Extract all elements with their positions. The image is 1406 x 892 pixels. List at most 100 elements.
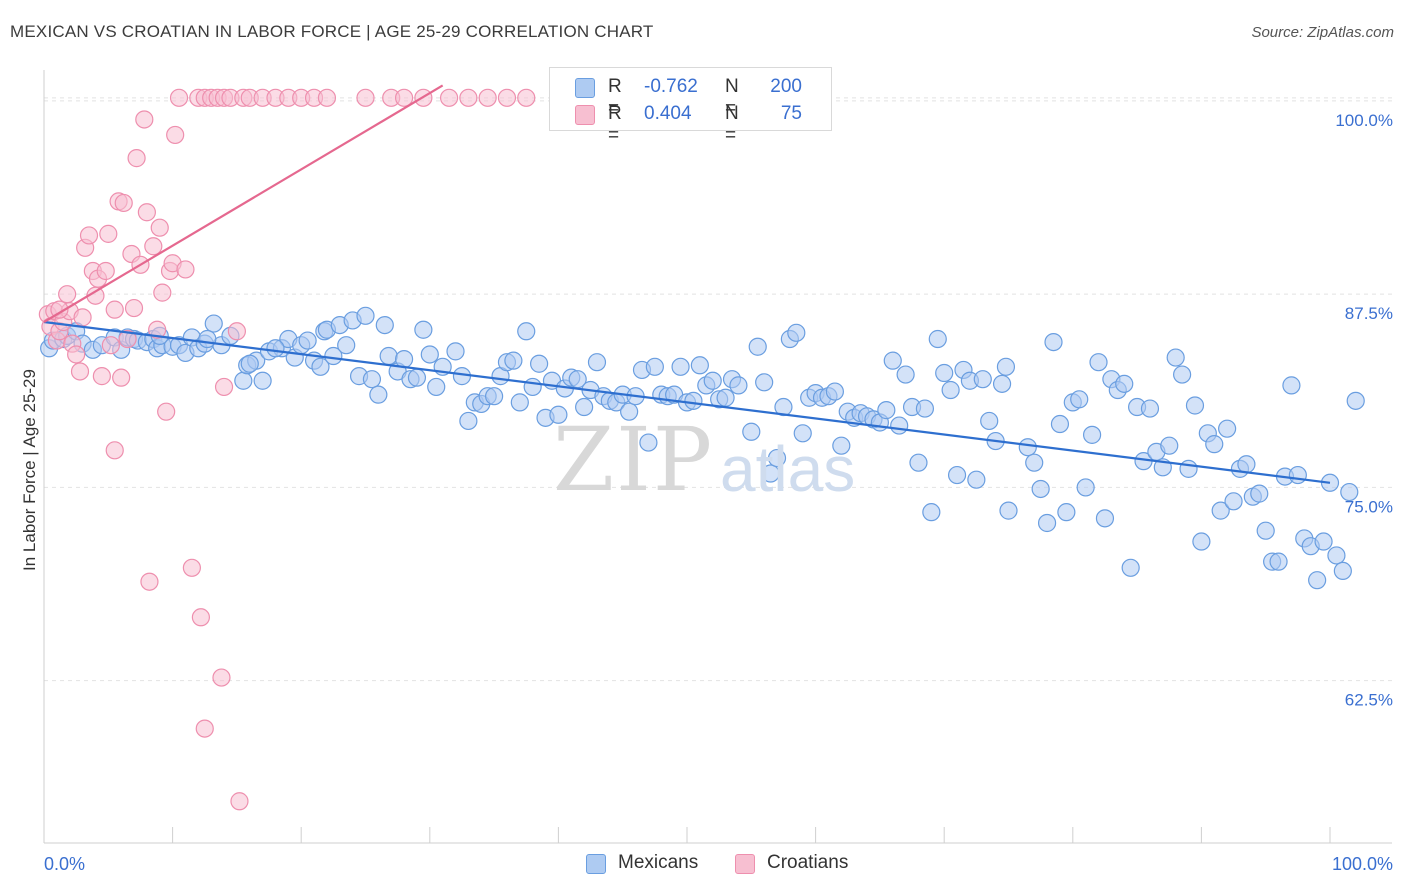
point-mexicans <box>446 342 465 361</box>
r-value-mexicans: -0.762 <box>644 76 698 97</box>
point-mexicans <box>517 322 536 341</box>
point-croatians <box>195 719 214 738</box>
point-croatians <box>79 226 99 245</box>
point-croatians <box>176 260 195 279</box>
point-mexicans <box>883 351 902 370</box>
point-mexicans <box>890 416 909 435</box>
legend-swatch-croatians <box>735 854 755 874</box>
point-mexicans <box>1057 503 1076 522</box>
point-mexicans <box>356 306 375 325</box>
point-croatians <box>127 149 146 168</box>
point-mexicans <box>1160 436 1179 455</box>
point-mexicans <box>1250 484 1269 503</box>
point-mexicans <box>941 380 960 400</box>
point-mexicans <box>1237 455 1256 474</box>
point-mexicans <box>1179 459 1198 478</box>
point-mexicans <box>1044 332 1063 352</box>
point-mexicans <box>1218 419 1237 438</box>
source-label: Source: ZipAtlas.com <box>1251 24 1394 41</box>
point-croatians <box>135 110 154 129</box>
point-mexicans <box>928 329 947 349</box>
point-mexicans <box>420 345 439 364</box>
point-mexicans <box>311 357 330 376</box>
point-mexicans <box>1140 399 1160 418</box>
point-mexicans <box>922 503 941 522</box>
point-mexicans <box>204 314 223 333</box>
point-mexicans <box>915 399 935 418</box>
point-mexicans <box>1115 374 1134 393</box>
point-mexicans <box>703 371 722 390</box>
point-mexicans <box>459 411 478 431</box>
legend-swatch-croatians <box>575 105 595 125</box>
point-mexicans <box>1269 552 1288 571</box>
point-mexicans <box>825 382 844 401</box>
n-value-croatians: 75 <box>780 103 802 124</box>
point-mexicans <box>992 374 1012 393</box>
point-mexicans <box>549 405 568 424</box>
point-mexicans <box>742 422 761 441</box>
point-mexicans <box>1327 546 1346 565</box>
point-mexicans <box>1018 438 1037 457</box>
point-mexicans <box>1031 479 1050 499</box>
point-croatians <box>96 261 115 281</box>
point-croatians <box>137 203 156 222</box>
point-mexicans <box>980 411 999 431</box>
point-mexicans <box>947 465 967 485</box>
point-mexicans <box>369 385 388 404</box>
point-croatians <box>101 336 120 355</box>
y-tick-label: 62.5% <box>1345 691 1393 710</box>
r-label: R = <box>608 76 622 119</box>
point-mexicans <box>1314 532 1333 551</box>
point-croatians <box>227 322 246 341</box>
point-mexicans <box>575 397 594 417</box>
point-mexicans <box>1185 396 1205 415</box>
point-mexicans <box>684 391 703 410</box>
point-mexicans <box>530 354 549 373</box>
point-mexicans <box>298 331 317 350</box>
point-croatians <box>459 88 478 107</box>
point-mexicans <box>1192 532 1211 551</box>
point-mexicans <box>1340 482 1359 502</box>
point-mexicans <box>1308 571 1327 590</box>
point-croatians <box>105 300 124 319</box>
point-croatians <box>105 441 124 460</box>
point-mexicans <box>909 453 928 472</box>
point-mexicans <box>1121 558 1140 577</box>
point-mexicans <box>832 436 851 455</box>
point-mexicans <box>639 433 658 452</box>
trendline-mexicans <box>43 320 1331 484</box>
point-mexicans <box>337 336 356 355</box>
point-mexicans <box>375 315 394 335</box>
point-croatians <box>50 300 69 319</box>
point-mexicans <box>1070 390 1089 409</box>
watermark-atlas: atlas <box>720 433 856 505</box>
point-croatians <box>150 218 169 237</box>
point-mexicans <box>1050 414 1070 434</box>
point-croatians <box>124 298 144 318</box>
point-mexicans <box>587 353 607 372</box>
point-mexicans <box>414 320 433 339</box>
point-croatians <box>148 320 167 339</box>
point-croatians <box>214 377 234 397</box>
point-croatians <box>166 125 185 145</box>
x-tick-label-max: 100.0% <box>1332 854 1393 874</box>
watermark-zip: ZIP <box>553 408 715 511</box>
trendline-croatians <box>43 84 444 323</box>
point-croatians <box>70 362 90 381</box>
point-croatians <box>157 402 176 421</box>
point-mexicans <box>787 323 806 342</box>
point-croatians <box>67 345 86 364</box>
point-mexicans <box>1082 425 1102 444</box>
point-mexicans <box>253 371 272 390</box>
n-label: N = <box>725 76 739 119</box>
point-mexicans <box>967 470 986 489</box>
point-mexicans <box>1037 513 1057 533</box>
point-mexicans <box>748 337 767 356</box>
point-mexicans <box>1205 435 1224 454</box>
point-mexicans <box>234 371 253 390</box>
point-mexicans <box>1025 453 1044 472</box>
n-value-mexicans: 200 <box>770 76 802 97</box>
point-mexicans <box>1346 391 1365 410</box>
point-croatians <box>99 224 118 243</box>
point-mexicans <box>645 357 664 376</box>
